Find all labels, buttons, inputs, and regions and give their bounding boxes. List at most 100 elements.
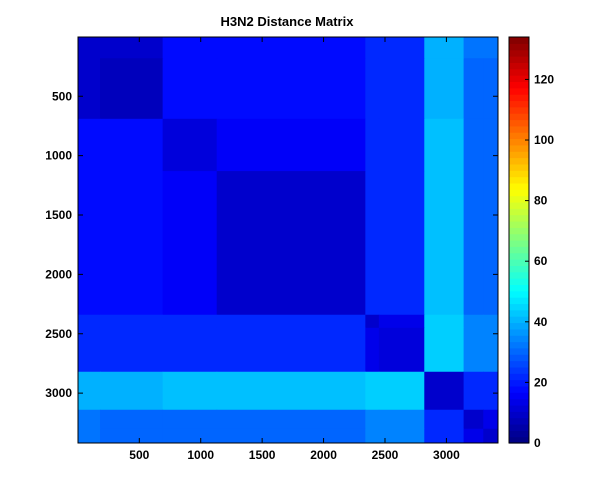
- colorbar-swatch: [509, 354, 529, 362]
- x-tick-label: 1500: [249, 448, 276, 462]
- x-tick-label: 500: [129, 448, 149, 462]
- colorbar-tick-label: 0: [534, 436, 541, 450]
- heatmap-cell: [78, 314, 101, 329]
- colorbar-swatch: [509, 278, 529, 285]
- colorbar-swatch: [509, 227, 529, 235]
- colorbar-swatch: [509, 423, 529, 431]
- x-tick-label: 1000: [187, 448, 214, 462]
- heatmap-cell: [365, 371, 380, 411]
- colorbar-swatch: [509, 208, 529, 216]
- colorbar-tick-label: 100: [534, 133, 554, 147]
- colorbar-tick-label: 80: [534, 194, 548, 208]
- colorbar-swatch: [509, 151, 529, 159]
- heatmap-cell: [99, 428, 164, 444]
- colorbar-swatch: [509, 233, 529, 241]
- heatmap-cell: [365, 37, 380, 59]
- heatmap-cell: [463, 37, 484, 59]
- colorbar-swatch: [509, 62, 529, 70]
- y-tick-label: 3000: [45, 386, 72, 400]
- colorbar-tick-label: 120: [534, 72, 554, 86]
- colorbar-swatch: [509, 37, 529, 44]
- colorbar-swatch: [509, 182, 529, 190]
- heatmap-cell: [463, 58, 484, 120]
- heatmap-cell: [216, 171, 366, 316]
- colorbar-swatch: [509, 259, 529, 266]
- colorbar-tick-label: 40: [534, 315, 548, 329]
- heatmap-cell: [483, 428, 499, 444]
- heatmap-cell: [483, 314, 499, 329]
- heatmap-cell: [483, 171, 499, 316]
- colorbar-swatch: [509, 138, 529, 146]
- colorbar-swatch: [509, 316, 529, 324]
- colorbar-swatch: [509, 214, 529, 222]
- heatmap-cell: [78, 428, 101, 444]
- plot-frame: [77, 36, 499, 444]
- heatmap-cell: [99, 37, 164, 59]
- heatmap-cell: [216, 118, 366, 172]
- colorbar-swatch: [509, 373, 529, 381]
- heatmap-cell: [424, 314, 465, 329]
- y-axis-ticks: 500 1000 1500 2000 2500 3000: [45, 89, 498, 400]
- colorbar-swatch: [509, 75, 529, 82]
- heatmap-cell: [378, 314, 425, 329]
- heatmap-cell: [424, 171, 465, 316]
- heatmap-cell: [483, 118, 499, 172]
- heatmap-cell: [162, 171, 218, 316]
- heatmap-cell: [99, 327, 164, 373]
- y-tick-label: 500: [52, 89, 72, 103]
- colorbar-swatch: [509, 68, 529, 76]
- colorbar-swatch: [509, 125, 529, 133]
- colorbar-swatch: [509, 347, 529, 355]
- colorbar-swatch: [509, 119, 529, 127]
- heatmap-cell: [424, 327, 465, 373]
- heatmap-cell: [378, 58, 425, 120]
- heatmap-cell: [483, 37, 499, 59]
- colorbar-swatch: [509, 385, 529, 393]
- colorbar-swatch: [509, 176, 529, 184]
- heatmap-cell: [365, 118, 380, 172]
- heatmap-cell: [216, 371, 366, 411]
- heatmap-cell: [463, 409, 484, 430]
- colorbar-swatch: [509, 328, 529, 336]
- heatmap-cell: [99, 58, 164, 120]
- colorbar-swatch: [509, 309, 529, 317]
- colorbar-swatch: [509, 335, 529, 343]
- heatmap-cell: [99, 118, 164, 172]
- heatmap-cell: [162, 409, 218, 430]
- heatmap-cell: [378, 171, 425, 316]
- heatmap-cell: [483, 58, 499, 120]
- heatmap-cell: [99, 409, 164, 430]
- heatmap-cell: [424, 58, 465, 120]
- heatmap-cell: [378, 37, 425, 59]
- y-tick-label: 1500: [45, 208, 72, 222]
- heatmap-cell: [483, 409, 499, 430]
- colorbar-swatch: [509, 163, 529, 171]
- heatmap-cell: [216, 314, 366, 329]
- colorbar-swatch: [509, 398, 529, 406]
- colorbar-swatch: [509, 94, 529, 102]
- heatmap-cell: [162, 428, 218, 444]
- heatmap-cell: [365, 58, 380, 120]
- heatmap-cell: [483, 327, 499, 373]
- heatmap-cells: [78, 37, 499, 444]
- heatmap-cell: [78, 409, 101, 430]
- heatmap-cell: [378, 327, 425, 373]
- heatmap-cell: [99, 371, 164, 411]
- heatmap-cell: [365, 409, 380, 430]
- heatmap-cell: [78, 118, 101, 172]
- heatmap-cell: [216, 58, 366, 120]
- heatmap-cell: [424, 428, 465, 444]
- colorbar-tick-label: 20: [534, 375, 548, 389]
- colorbar-swatch: [509, 49, 529, 57]
- colorbar-ticks: 0 20 40 60 80 100 120: [525, 72, 554, 450]
- heatmap-cell: [216, 409, 366, 430]
- colorbar-swatch: [509, 106, 529, 114]
- colorbar-swatch: [509, 220, 529, 228]
- heatmap-cell: [78, 171, 101, 316]
- heatmap-cell: [162, 58, 218, 120]
- heatmap-cell: [378, 118, 425, 172]
- heatmap-cell: [463, 118, 484, 172]
- x-tick-label: 2500: [372, 448, 399, 462]
- colorbar-swatch: [509, 252, 529, 260]
